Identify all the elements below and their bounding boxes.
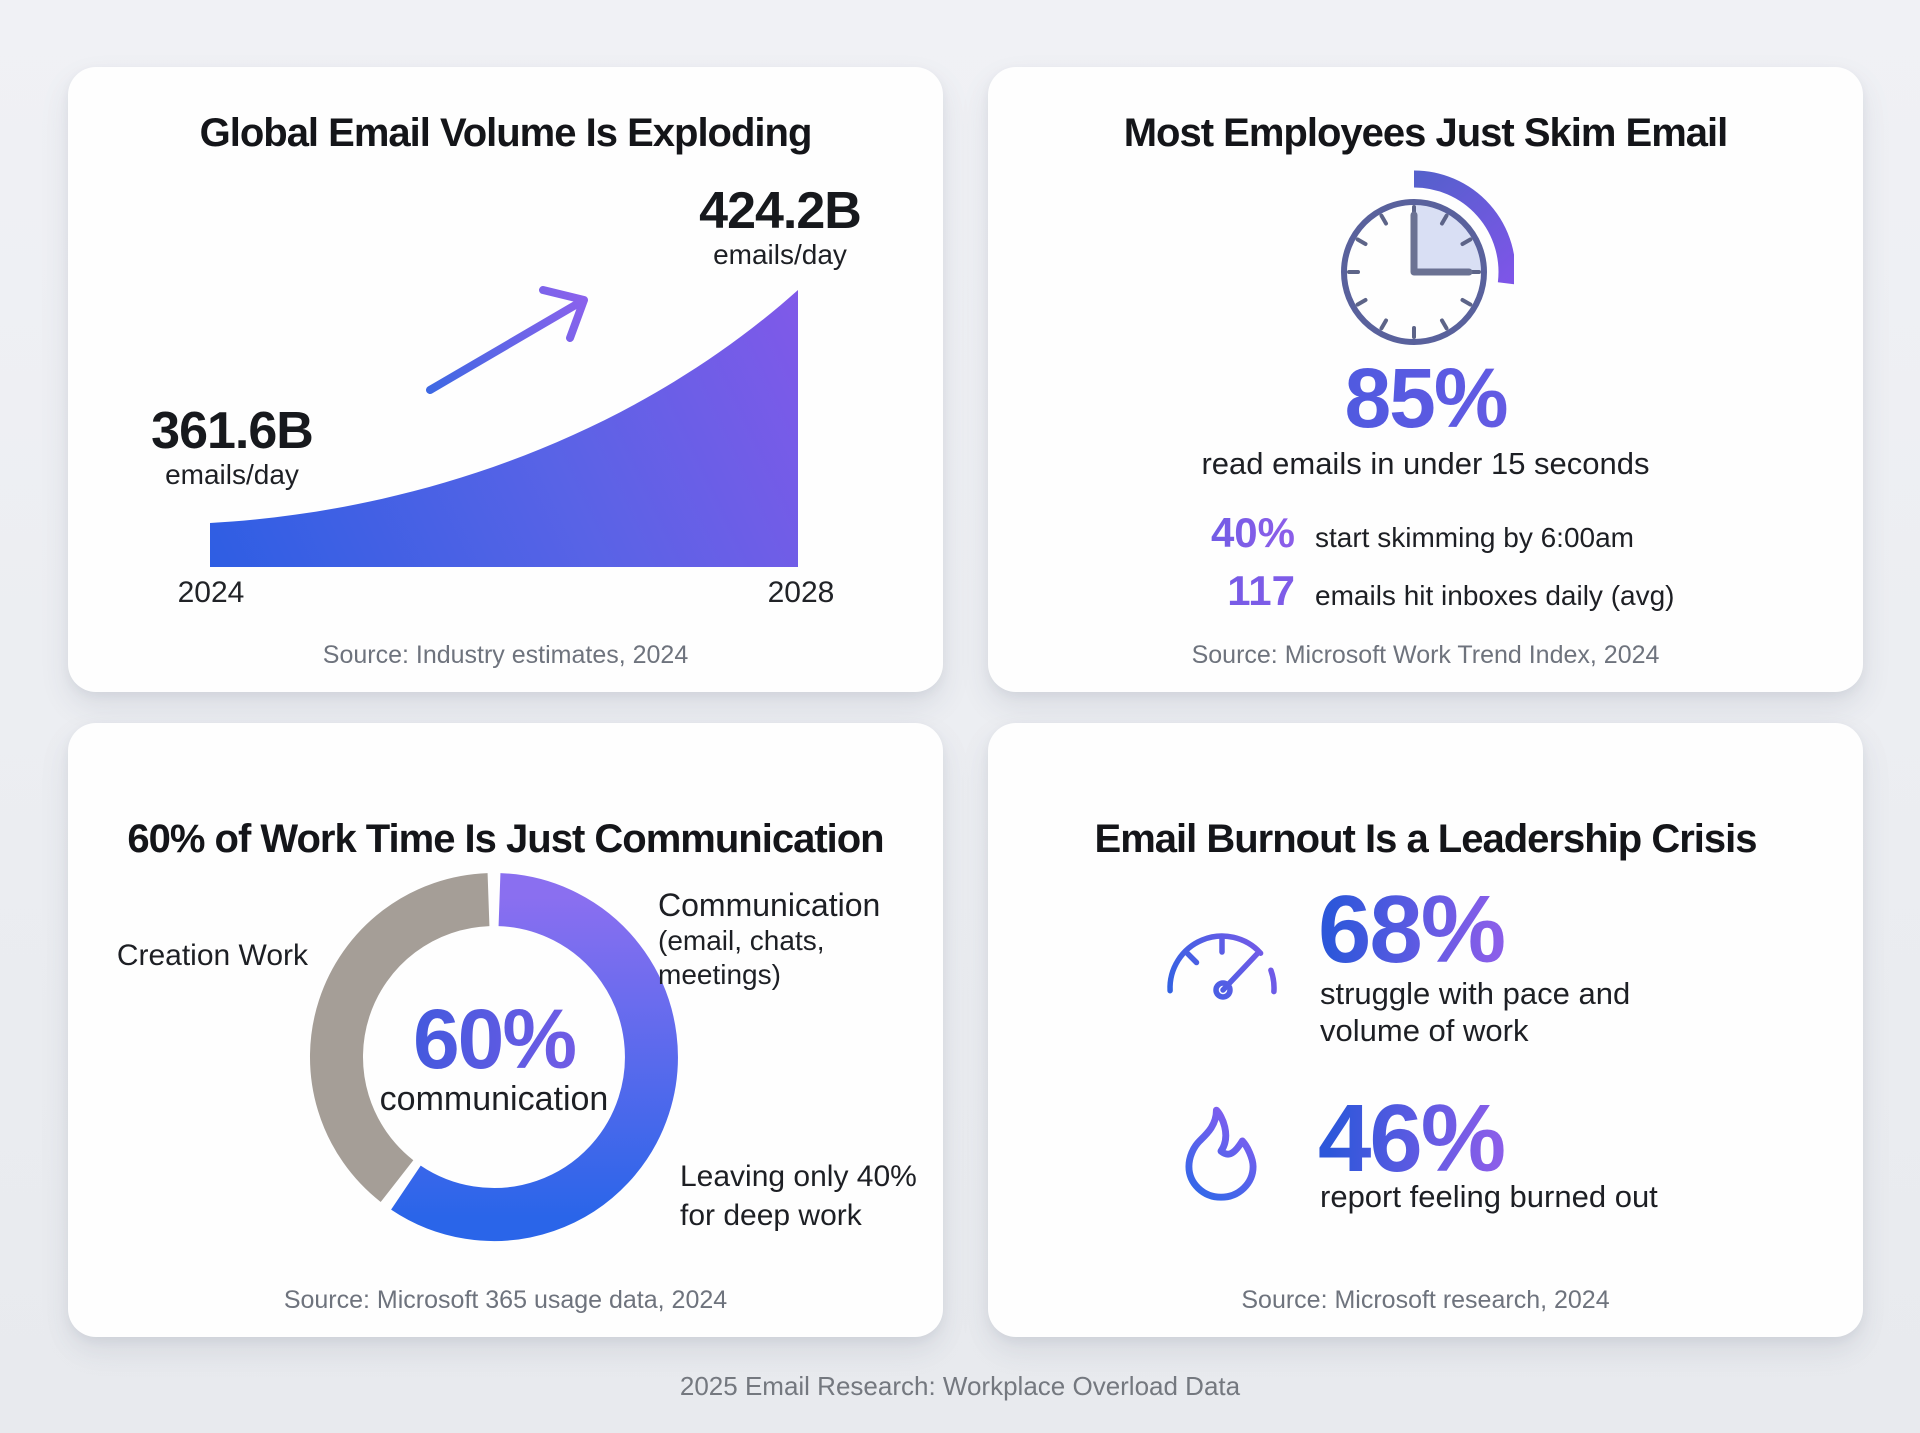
- flame-icon: [1185, 1106, 1257, 1201]
- segment-label-communication: Communication (email, chats, meetings): [658, 886, 928, 992]
- stat-value: 117: [988, 565, 1295, 617]
- segment-label-title: Communication: [658, 887, 881, 923]
- start-metric-value: 361.6B: [151, 402, 314, 460]
- card-email-volume: Global Email Volume Is Exploding 424.2B …: [68, 67, 943, 692]
- growth-arrow-icon: [426, 286, 588, 394]
- email-volume-area-chart: [210, 290, 798, 567]
- card-title-communication: 60% of Work Time Is Just Communication: [127, 817, 884, 861]
- headline-stat-label: read emails in under 15 seconds: [1201, 446, 1650, 481]
- card-communication-time: 60% of Work Time Is Just Communication 6…: [68, 723, 943, 1337]
- donut-center-value: 60%: [304, 993, 684, 1085]
- stat-value: 40%: [988, 507, 1295, 559]
- end-metric-unit: emails/day: [713, 239, 847, 270]
- gauge-icon: [1167, 933, 1277, 1000]
- stat-label: start skimming by 6:00am: [1315, 522, 1634, 553]
- donut-segment-creation-work: [310, 873, 490, 1202]
- stat-label: struggle with pace and volume of work: [1320, 976, 1631, 1048]
- page-footer: 2025 Email Research: Workplace Overload …: [679, 1371, 1241, 1401]
- end-metric: 424.2B emails/day: [630, 185, 930, 271]
- source-note: Source: Microsoft research, 2024: [1241, 1286, 1610, 1314]
- x-axis-label-end: 2028: [767, 576, 835, 609]
- stat-label: emails hit inboxes daily (avg): [1315, 580, 1675, 611]
- stat-value: 68%: [1318, 876, 1506, 983]
- stat-value: 46%: [1318, 1085, 1506, 1192]
- source-note: Source: Microsoft Work Trend Index, 2024: [1191, 641, 1660, 669]
- card-email-burnout: Email Burnout Is a Leadership Crisis 68%…: [988, 723, 1863, 1337]
- segment-label-subtitle: (email, chats, meetings): [658, 925, 825, 990]
- stat-label: report feeling burned out: [1320, 1179, 1658, 1214]
- start-metric-unit: emails/day: [165, 459, 299, 490]
- stat-row: 40% start skimming by 6:00am: [988, 507, 1863, 559]
- stat-row: 117 emails hit inboxes daily (avg): [988, 565, 1863, 617]
- end-metric-value: 424.2B: [699, 182, 862, 240]
- start-metric: 361.6B emails/day: [82, 405, 382, 491]
- donut-center-label: communication: [379, 1080, 609, 1118]
- segment-label-creation-work: Creation Work: [116, 939, 308, 972]
- clock-quarter-fill: [1414, 202, 1484, 272]
- area-series: [210, 290, 798, 567]
- clock-face: [1341, 199, 1487, 345]
- clock-outer-arc: [1413, 170, 1514, 285]
- card-title-burnout: Email Burnout Is a Leadership Crisis: [1094, 817, 1758, 861]
- deep-work-note: Leaving only 40% for deep work: [680, 1160, 917, 1232]
- source-note: Source: Industry estimates, 2024: [322, 641, 689, 669]
- headline-stat-value: 85%: [988, 352, 1863, 444]
- clock-icon: [1341, 170, 1514, 345]
- card-title-email-volume: Global Email Volume Is Exploding: [199, 111, 813, 155]
- card-title-skim: Most Employees Just Skim Email: [1123, 111, 1729, 155]
- communication-donut-chart: [310, 873, 678, 1241]
- x-axis-label-start: 2024: [177, 576, 245, 609]
- donut-segment-communication: [391, 873, 678, 1241]
- card-skim-email: Most Employees Just Skim Email: [988, 67, 1863, 692]
- source-note: Source: Microsoft 365 usage data, 2024: [283, 1286, 728, 1314]
- clock-hands: [1410, 211, 1473, 276]
